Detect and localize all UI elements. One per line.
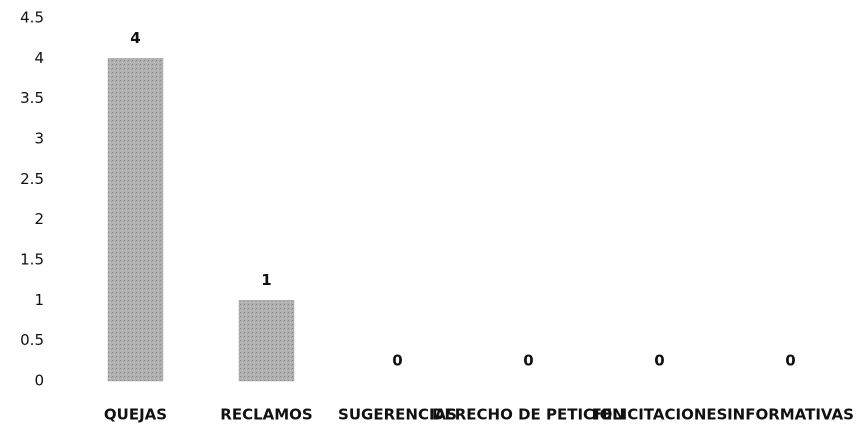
x-tick-label: INFORMATIVAS [727,406,854,424]
data-label: 0 [523,352,533,370]
y-tick-label: 2 [34,210,44,228]
data-label: 0 [785,352,795,370]
y-tick-label: 0.5 [20,331,44,349]
bar [107,58,164,382]
x-tick-label: RECLAMOS [220,406,312,424]
y-tick-label: 1.5 [20,251,44,269]
data-label: 0 [392,352,402,370]
x-tick-label: SUGERENCIAS [338,406,457,424]
data-label: 0 [654,352,664,370]
x-tick-label: DERECHO DE PETICION [432,406,625,424]
y-tick-label: 0 [34,372,44,390]
y-tick-label: 4.5 [20,9,44,27]
x-tick-label: FELICITACIONES [592,406,728,424]
y-tick-label: 1 [34,291,44,309]
data-label: 4 [130,29,140,47]
data-label: 1 [261,271,271,289]
bar [238,300,295,382]
y-tick-label: 4 [34,49,44,67]
y-tick-label: 3 [34,130,44,148]
y-tick-label: 3.5 [20,89,44,107]
x-tick-label: QUEJAS [104,406,167,424]
y-tick-label: 2.5 [20,170,44,188]
